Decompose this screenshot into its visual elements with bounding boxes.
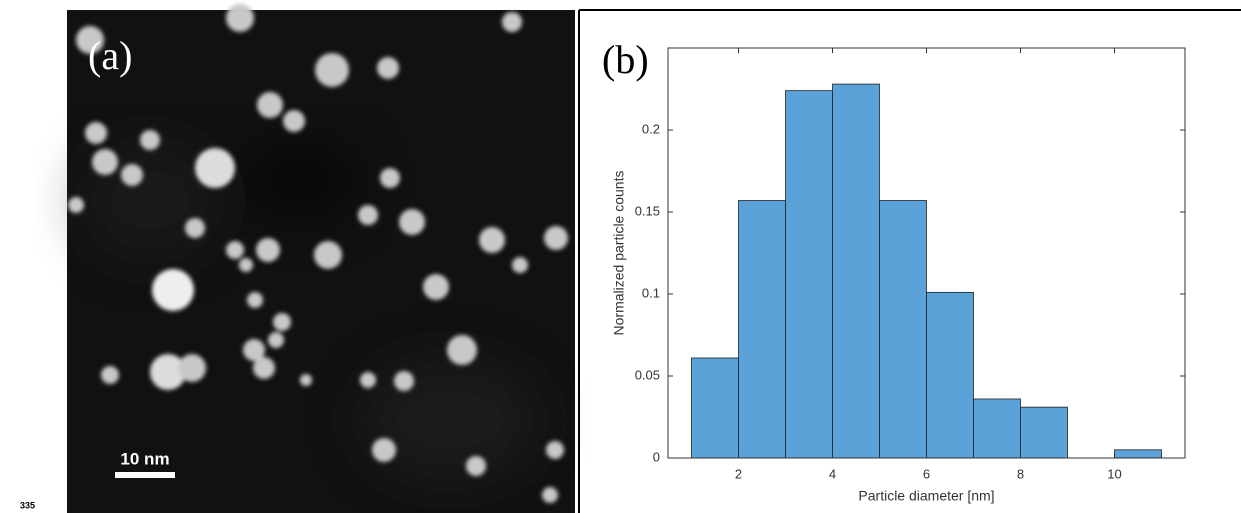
figure: 335 (a) 10 nm (b) 2 4 6 8 10 0 [0,0,1241,513]
x-tick-label: 6 [923,466,930,481]
bar [927,292,974,458]
page-number: 335 [20,500,35,510]
y-tick-label: 0.05 [635,367,660,382]
y-tick-label: 0.1 [642,285,660,300]
bar [1021,407,1068,458]
bar [692,358,739,458]
panel-label: (a) [88,33,132,78]
bar [1115,450,1162,458]
y-axis-label: Normalized particle counts [611,171,627,336]
y-tick-label: 0.2 [642,121,660,136]
x-tick-label: 10 [1107,466,1121,481]
x-tick-label: 4 [829,466,836,481]
micrograph [67,4,575,513]
bar [974,399,1021,458]
bar [739,201,786,458]
x-tick-label: 2 [735,466,742,481]
scale-bar-label: 10 nm [120,449,169,468]
y-tick-label: 0.15 [635,203,660,218]
plot: 2 4 6 8 10 0 0.05 0.1 0.15 0.2 Particle diameter [… [611,48,1185,504]
panel-label: (b) [602,37,649,82]
bar [880,201,927,458]
bar [786,91,833,458]
x-axis-label: Particle diameter [nm] [858,488,994,504]
page: 335 (a) 10 nm (b) 2 4 6 8 10 0 [0,0,1241,513]
y-tick-label: 0 [653,449,660,464]
x-tick-label: 8 [1017,466,1024,481]
bar [833,84,880,458]
